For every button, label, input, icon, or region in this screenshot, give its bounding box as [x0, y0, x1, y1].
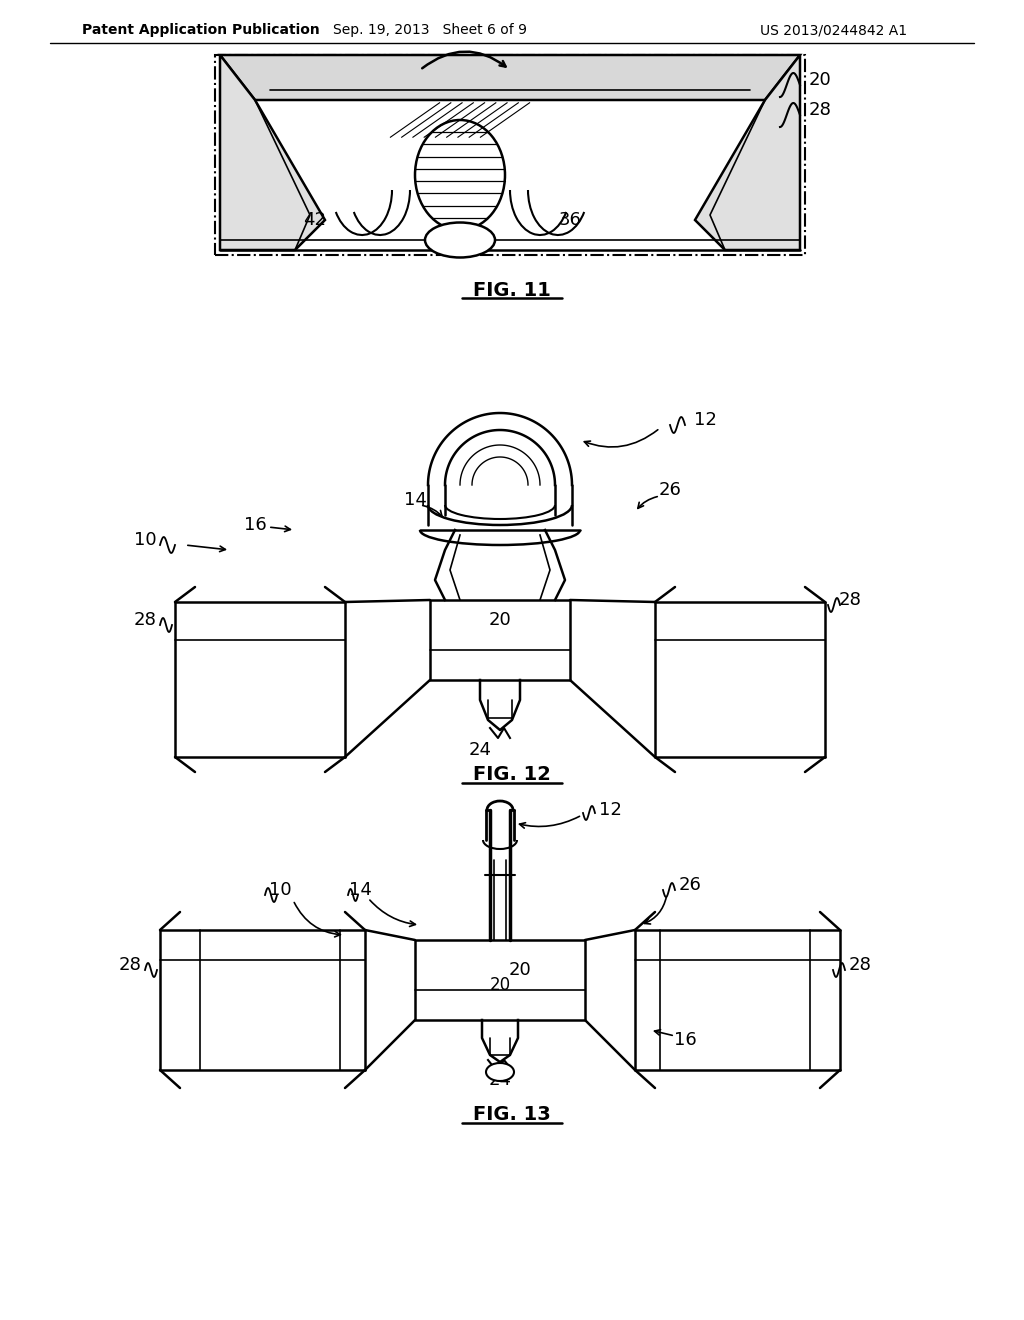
Text: FIG. 11: FIG. 11 [473, 281, 551, 300]
Text: Sep. 19, 2013   Sheet 6 of 9: Sep. 19, 2013 Sheet 6 of 9 [333, 22, 527, 37]
Text: 20: 20 [488, 611, 511, 630]
Bar [415, 940, 585, 1020]
Text: FIG. 13: FIG. 13 [473, 1106, 551, 1125]
Text: 28: 28 [119, 956, 141, 974]
Bar [215, 55, 805, 255]
Polygon shape [695, 55, 800, 249]
Polygon shape [220, 55, 800, 100]
Text: 10: 10 [268, 880, 291, 899]
Text: 12: 12 [599, 801, 622, 818]
Text: 28: 28 [849, 956, 871, 974]
Text: 16: 16 [244, 516, 266, 535]
Polygon shape [220, 55, 325, 249]
Text: FIG. 12: FIG. 12 [473, 766, 551, 784]
Text: 42: 42 [303, 211, 327, 228]
Ellipse shape [486, 1063, 514, 1081]
Text: 12: 12 [693, 411, 717, 429]
Text: 28: 28 [809, 102, 831, 119]
Bar [430, 601, 570, 680]
Text: 24: 24 [449, 166, 472, 183]
Text: 20: 20 [509, 961, 531, 979]
Text: US 2013/0244842 A1: US 2013/0244842 A1 [760, 22, 907, 37]
Text: 16: 16 [674, 1031, 696, 1049]
Ellipse shape [415, 120, 505, 230]
Text: 24: 24 [488, 1071, 512, 1089]
Text: 10: 10 [134, 531, 157, 549]
Text: 20: 20 [489, 975, 511, 994]
Text: 28: 28 [133, 611, 157, 630]
Text: 26: 26 [679, 876, 701, 894]
Text: 20: 20 [809, 71, 831, 88]
Text: Patent Application Publication: Patent Application Publication [82, 22, 319, 37]
Text: 36: 36 [558, 211, 582, 228]
Text: 14: 14 [348, 880, 372, 899]
Text: 28: 28 [839, 591, 861, 609]
Text: 14: 14 [403, 491, 426, 510]
Text: 24: 24 [469, 741, 492, 759]
Text: 26: 26 [658, 480, 681, 499]
Ellipse shape [425, 223, 495, 257]
